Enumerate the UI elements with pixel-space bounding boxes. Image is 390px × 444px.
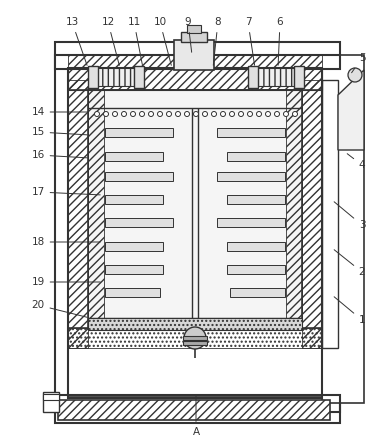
- Text: 18: 18: [31, 237, 100, 247]
- Bar: [88, 90, 104, 328]
- Text: 12: 12: [101, 17, 119, 65]
- Text: 20: 20: [32, 300, 87, 317]
- Bar: [181, 32, 207, 42]
- Bar: [256, 68, 294, 86]
- Bar: [217, 218, 285, 227]
- Bar: [96, 68, 134, 86]
- Circle shape: [112, 111, 117, 116]
- Circle shape: [348, 68, 362, 82]
- Text: 9: 9: [185, 17, 191, 52]
- Bar: [88, 90, 302, 328]
- Bar: [227, 152, 285, 161]
- Bar: [217, 128, 285, 137]
- Text: A: A: [192, 395, 200, 437]
- Text: 2: 2: [334, 250, 365, 277]
- Circle shape: [248, 111, 252, 116]
- Circle shape: [140, 111, 145, 116]
- Bar: [68, 55, 322, 69]
- Circle shape: [184, 111, 190, 116]
- Polygon shape: [338, 70, 364, 150]
- Bar: [105, 265, 163, 274]
- Text: 3: 3: [334, 202, 365, 230]
- Circle shape: [184, 327, 206, 349]
- Bar: [105, 242, 163, 251]
- Circle shape: [131, 111, 135, 116]
- Bar: [248, 66, 258, 88]
- Bar: [105, 195, 163, 204]
- Bar: [227, 265, 285, 274]
- Text: 6: 6: [277, 17, 283, 65]
- Text: 5: 5: [352, 53, 365, 73]
- Bar: [302, 80, 322, 348]
- Circle shape: [266, 111, 271, 116]
- Text: 19: 19: [31, 277, 100, 287]
- Text: 4: 4: [347, 154, 365, 170]
- Bar: [183, 336, 207, 340]
- Bar: [43, 392, 59, 412]
- Circle shape: [220, 111, 225, 116]
- Bar: [294, 66, 304, 88]
- Circle shape: [239, 111, 243, 116]
- Circle shape: [229, 111, 234, 116]
- Text: 1: 1: [334, 297, 365, 325]
- Bar: [105, 128, 173, 137]
- Circle shape: [275, 111, 280, 116]
- Bar: [68, 68, 322, 398]
- Circle shape: [292, 111, 298, 116]
- Bar: [58, 400, 330, 420]
- Circle shape: [149, 111, 154, 116]
- Bar: [217, 172, 285, 181]
- Text: 7: 7: [245, 17, 255, 65]
- Circle shape: [158, 111, 163, 116]
- Text: 8: 8: [213, 17, 221, 65]
- Bar: [227, 242, 285, 251]
- Bar: [322, 55, 364, 403]
- Circle shape: [103, 111, 108, 116]
- Bar: [134, 66, 144, 88]
- Circle shape: [211, 111, 216, 116]
- Text: 15: 15: [31, 127, 87, 137]
- Bar: [230, 288, 285, 297]
- Bar: [43, 394, 59, 400]
- Circle shape: [257, 111, 262, 116]
- Bar: [322, 80, 338, 348]
- Text: 16: 16: [31, 150, 87, 160]
- Bar: [187, 25, 201, 33]
- Circle shape: [193, 111, 199, 116]
- Bar: [68, 328, 322, 396]
- Circle shape: [167, 111, 172, 116]
- Bar: [286, 90, 302, 328]
- Text: 11: 11: [128, 17, 142, 65]
- Bar: [55, 395, 340, 423]
- Text: 13: 13: [66, 17, 87, 65]
- Circle shape: [284, 111, 289, 116]
- Bar: [183, 341, 207, 345]
- Circle shape: [94, 111, 99, 116]
- Text: 10: 10: [153, 17, 171, 65]
- Bar: [68, 80, 88, 348]
- Bar: [55, 55, 340, 69]
- Bar: [88, 66, 98, 88]
- Bar: [227, 195, 285, 204]
- Bar: [68, 68, 322, 90]
- Bar: [88, 318, 302, 330]
- Bar: [68, 328, 322, 348]
- Bar: [55, 42, 340, 412]
- Text: 14: 14: [31, 107, 87, 117]
- Bar: [105, 288, 160, 297]
- Circle shape: [176, 111, 181, 116]
- Bar: [174, 40, 214, 70]
- Text: 17: 17: [31, 187, 100, 197]
- Circle shape: [122, 111, 126, 116]
- Circle shape: [202, 111, 207, 116]
- Bar: [105, 218, 173, 227]
- Bar: [105, 152, 163, 161]
- Bar: [105, 172, 173, 181]
